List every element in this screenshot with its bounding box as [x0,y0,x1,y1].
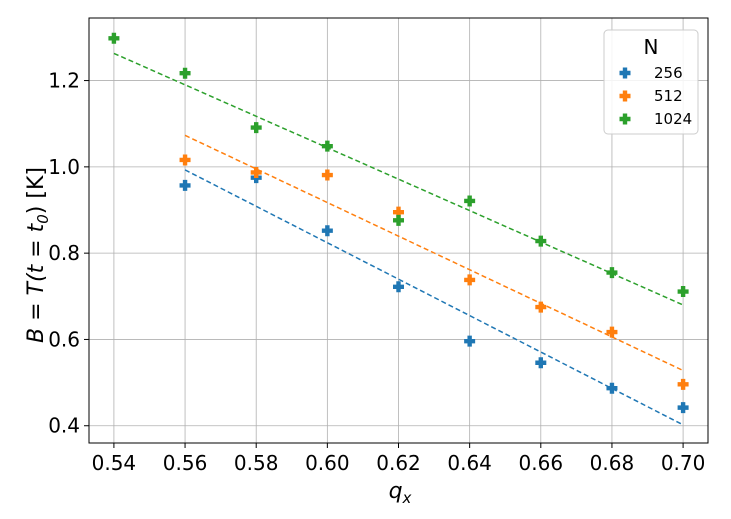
point-256 [606,382,618,394]
y-axis-label: B = T(t = t0) [K] [24,167,52,343]
point-1024 [535,235,547,247]
point-256 [677,402,689,414]
x-tick-label: 0.66 [519,451,564,475]
x-tick-label: 0.54 [92,451,137,475]
x-axis-label-main: q [389,479,403,504]
point-512 [464,274,476,286]
legend-label-512: 512 [654,87,683,105]
point-1024 [321,140,333,152]
point-512 [321,169,333,181]
legend: N 256 512 1024 [603,29,699,135]
x-tick-label: 0.58 [234,451,279,475]
point-512 [179,154,191,166]
fit-line-512 [184,134,684,372]
y-tick-label: 0.6 [48,327,80,351]
fit-line-256 [184,169,684,426]
point-512 [535,301,547,313]
y-tick-label: 0.8 [48,241,80,265]
legend-marker-256 [619,67,631,79]
point-1024 [393,214,404,226]
legend-entries: 256 512 1024 [619,64,692,128]
point-256 [535,357,547,369]
legend-label-1024: 1024 [654,110,692,128]
point-256 [321,225,333,237]
axis-ticks: 0.54 0.56 0.58 0.60 0.62 0.64 0.66 0.68 0.70 0.4 0… [48,69,705,475]
legend-marker-1024 [619,113,631,125]
point-1024 [677,286,689,298]
x-tick-label: 0.68 [590,451,635,475]
y-axis-label-suffix: ) [K] [24,167,49,214]
x-tick-label: 0.62 [376,451,421,475]
y-axis-label-sub: 0 [34,214,52,224]
point-256 [179,179,191,191]
fit-lines [113,52,684,426]
data-points [108,32,689,414]
y-tick-label: 1.2 [48,69,80,93]
y-axis-label-main: B = T(t = t [24,222,49,343]
x-tick-label: 0.64 [447,451,492,475]
legend-box [603,29,699,135]
x-axis-label-sub: x [402,489,412,507]
y-tick-label: 1.0 [48,155,80,179]
point-512 [606,326,618,338]
x-tick-label: 0.60 [305,451,350,475]
point-1024 [108,32,120,44]
point-512 [250,166,262,178]
point-1024 [179,67,191,79]
point-512 [677,378,689,390]
legend-label-256: 256 [654,64,683,82]
point-256 [393,281,404,293]
point-1024 [464,195,476,207]
legend-marker-512 [619,90,631,102]
point-1024 [606,267,618,279]
x-tick-label: 0.70 [661,451,706,475]
point-512 [393,206,404,218]
point-256 [464,335,476,347]
x-tick-label: 0.56 [163,451,208,475]
y-tick-label: 0.4 [48,414,80,438]
x-axis-label: qx [389,479,412,507]
point-1024 [250,122,262,134]
legend-title: N [644,35,659,59]
